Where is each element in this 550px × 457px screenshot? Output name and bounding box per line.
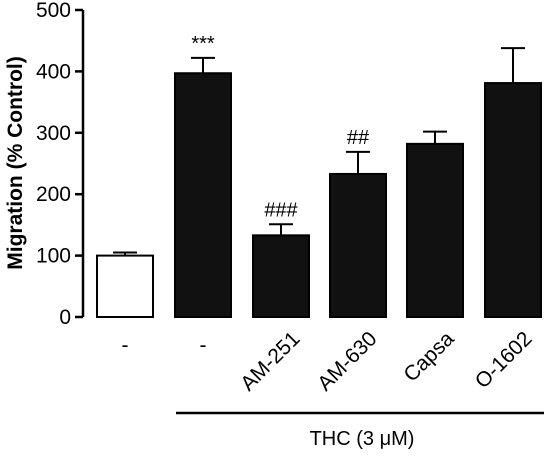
y-tick-label: 300	[36, 122, 71, 145]
y-tick-label: 200	[36, 183, 71, 206]
bar	[406, 142, 464, 318]
y-axis-label: Migration (% Control)	[4, 56, 27, 269]
bar	[484, 82, 542, 319]
bar	[252, 234, 310, 318]
significance-label: ###	[264, 199, 298, 221]
x-tick-label: Capsa	[399, 327, 458, 386]
x-tick-label: -	[200, 334, 207, 357]
x-axis-labels: - - AM-251 AM-630 Capsa O-1602	[122, 327, 537, 395]
significance-label: ##	[347, 127, 370, 149]
y-tick-label: 500	[36, 0, 71, 22]
y-tick-label: 0	[59, 306, 71, 329]
x-tick-label: AM-630	[313, 327, 381, 395]
y-tick-label: 400	[36, 60, 71, 83]
bars: ***#####	[96, 33, 542, 319]
y-tick-label: 100	[36, 245, 71, 268]
y-axis: 0 100 200 300 400 500	[36, 0, 85, 329]
x-tick-label: O-1602	[471, 327, 537, 393]
significance-label: ***	[191, 33, 215, 55]
thc-group-label: THC (3 μM)	[310, 428, 415, 450]
bar	[96, 254, 154, 319]
bar	[174, 72, 232, 318]
x-tick-label: AM-251	[236, 327, 304, 395]
x-tick-label: -	[122, 334, 129, 357]
bar	[329, 172, 387, 318]
